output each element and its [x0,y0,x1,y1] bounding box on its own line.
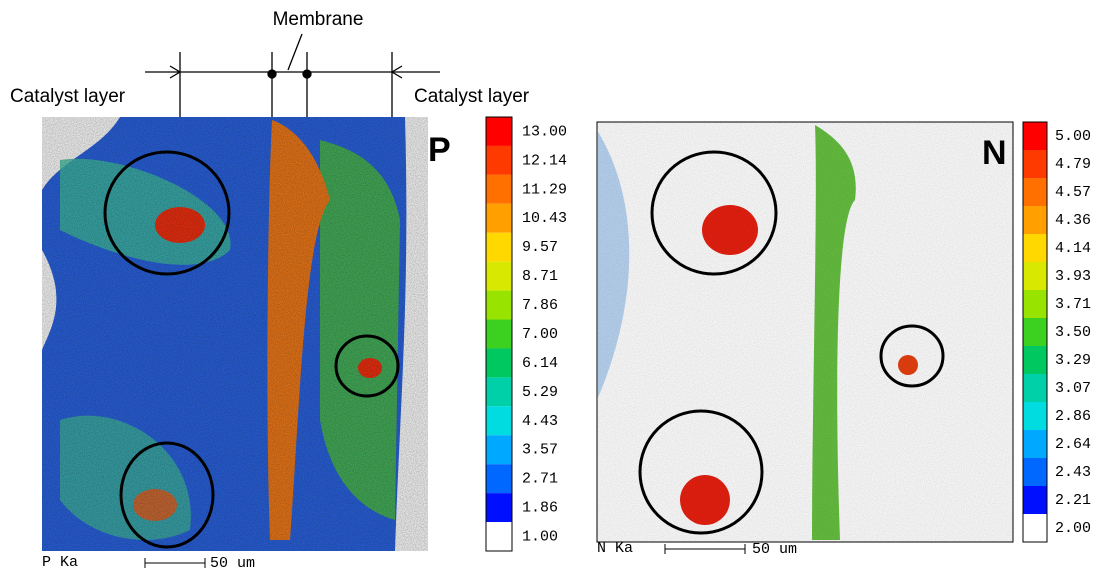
scale-label: 2.64 [1055,436,1091,453]
scale-label: 3.50 [1055,324,1091,341]
color-cell [486,320,512,349]
color-cell [486,406,512,435]
scale-label: 2.71 [522,471,558,488]
scale-label: 10.43 [522,210,567,227]
label: Membrane [273,9,364,30]
scale-label: 7.00 [522,326,558,343]
scale-label: 11.29 [522,181,567,198]
color-cell [486,233,512,262]
color-cell [1023,430,1047,458]
footer-label: N Ka [597,540,633,557]
scale-label: 5.00 [1055,128,1091,145]
color-cell [1023,150,1047,178]
color-cell [1023,262,1047,290]
scale-label: 2.21 [1055,492,1091,509]
color-cell [1023,318,1047,346]
color-cell [486,377,512,406]
color-cell [486,291,512,320]
scale-label: 4.36 [1055,212,1091,229]
annotation [145,34,440,117]
map [597,122,1013,542]
scale-label: 12.14 [522,152,567,169]
color-cell [1023,402,1047,430]
scale-label: 3.29 [1055,352,1091,369]
scale-label: 2.43 [1055,464,1091,481]
scale-label: 3.93 [1055,268,1091,285]
color-cell [1023,122,1047,150]
color-cell [1023,178,1047,206]
color-cell [1023,290,1047,318]
scale-label: 3.07 [1055,380,1091,397]
scale-label: 4.14 [1055,240,1091,257]
label: Catalyst layer [10,86,126,107]
color-cell [1023,346,1047,374]
scale-label: 4.57 [1055,184,1091,201]
color-cell [486,146,512,175]
scale-bar-label: 50 um [752,541,797,558]
scale-label: 13.00 [522,123,567,140]
scale-label: 4.79 [1055,156,1091,173]
scale-label: 2.00 [1055,520,1091,537]
scale-label: 9.57 [522,239,558,256]
color-cell [486,262,512,291]
color-cell [486,175,512,204]
scale-label: 3.57 [522,442,558,459]
scale-label: 7.86 [522,297,558,314]
scale-label: 6.14 [522,355,558,372]
color-cell [486,522,512,551]
figure: Membrane Catalyst layer Catalyst layer 1… [0,0,1096,573]
scale-label: 4.43 [522,413,558,430]
color-cell [1023,206,1047,234]
element-label: N [982,134,1007,172]
color-cell [486,348,512,377]
color-cell [486,435,512,464]
color-cell [486,117,512,146]
scale-label: 1.00 [522,529,558,546]
color-cell [1023,458,1047,486]
color-cell [1023,486,1047,514]
scale-label: 3.71 [1055,296,1091,313]
footer-label: P Ka [42,554,78,571]
color-cell [486,493,512,522]
map [42,117,428,551]
color-cell [1023,234,1047,262]
scale-label: 8.71 [522,268,558,285]
scale-bar-label: 50 um [210,555,255,572]
color-cell [486,464,512,493]
scale-label: 2.86 [1055,408,1091,425]
scale-label: 1.86 [522,500,558,517]
scale-label: 5.29 [522,384,558,401]
color-cell [486,204,512,233]
color-cell [1023,514,1047,542]
label: Catalyst layer [414,86,530,107]
element-label: P [428,131,451,169]
color-cell [1023,374,1047,402]
